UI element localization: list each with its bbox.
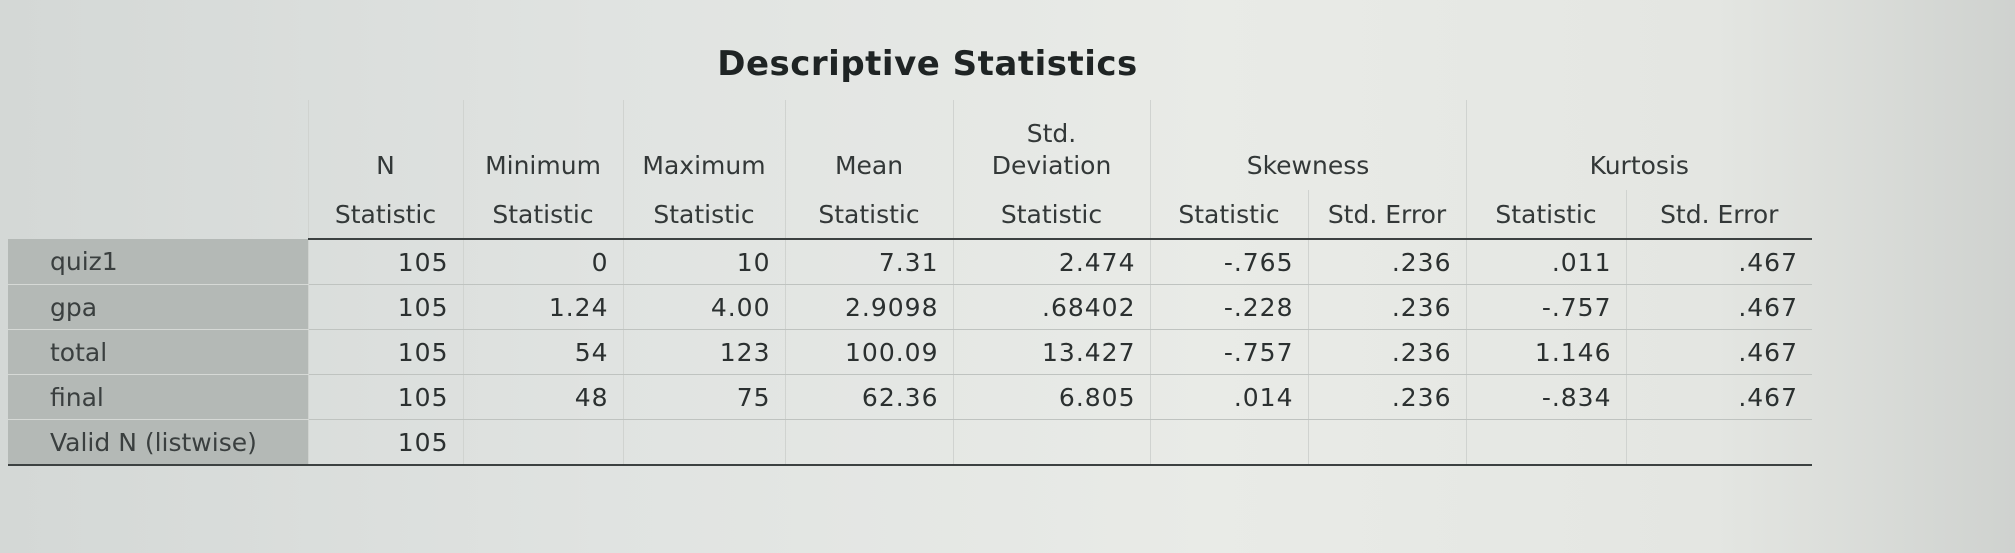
- table-cell: [952, 419, 1150, 466]
- table-cell: 7.31: [784, 239, 953, 285]
- subheader-statistic: Statistic: [1465, 190, 1626, 240]
- row-label: gpa: [8, 284, 308, 330]
- table-title: Descriptive Statistics: [717, 44, 1138, 84]
- table-cell: 13.427: [952, 329, 1150, 375]
- table-cell: [1149, 419, 1308, 466]
- table-cell: 0: [462, 239, 623, 285]
- header-maximum: Maximum: [622, 100, 785, 190]
- table-cell: 1.146: [1465, 329, 1626, 375]
- table-cell: .467: [1625, 284, 1812, 330]
- table-cell: 75: [622, 374, 785, 420]
- table-cell: 62.36: [784, 374, 953, 420]
- header-kurtosis: Kurtosis: [1465, 100, 1812, 190]
- subheader-std-error: Std. Error: [1307, 190, 1466, 240]
- row-label: final: [8, 374, 308, 420]
- table-cell: [1307, 419, 1466, 466]
- table-row: Valid N (listwise) 105: [8, 419, 1812, 466]
- table-cell: .236: [1307, 374, 1466, 420]
- table-cell: 1.24: [462, 284, 623, 330]
- table-cell: 48: [462, 374, 623, 420]
- table-cell: -.765: [1149, 239, 1308, 285]
- header-skewness: Skewness: [1149, 100, 1466, 190]
- subheader-corner: [8, 190, 308, 239]
- table-cell: 54: [462, 329, 623, 375]
- table-row: final 105 48 75 62.36 6.805 .014 .236 -.…: [8, 374, 1812, 420]
- table-cell: -.228: [1149, 284, 1308, 330]
- table-cell: [1625, 419, 1812, 466]
- header-mean: Mean: [784, 100, 953, 190]
- table-cell: .236: [1307, 329, 1466, 375]
- table-cell: [784, 419, 953, 466]
- table-cell: 100.09: [784, 329, 953, 375]
- table-row: gpa 105 1.24 4.00 2.9098 .68402 -.228 .2…: [8, 284, 1812, 330]
- table-cell: [462, 419, 623, 466]
- row-label: total: [8, 329, 308, 375]
- table-cell: 123: [622, 329, 785, 375]
- header-corner: [8, 100, 308, 190]
- table-cell: 10: [622, 239, 785, 285]
- table-cell: 105: [307, 329, 463, 375]
- row-label: quiz1: [8, 239, 308, 285]
- table-cell: .68402: [952, 284, 1150, 330]
- header-std-deviation: Std. Deviation: [952, 100, 1150, 190]
- descriptive-statistics-table: N Minimum Maximum Mean Std. Deviation Sk…: [8, 100, 1812, 466]
- table-cell: 105: [307, 239, 463, 285]
- row-label: Valid N (listwise): [8, 419, 308, 466]
- table-cell: 6.805: [952, 374, 1150, 420]
- subheader-statistic: Statistic: [622, 190, 785, 240]
- table-cell: .467: [1625, 329, 1812, 375]
- table-cell: 105: [307, 419, 463, 466]
- table-row: total 105 54 123 100.09 13.427 -.757 .23…: [8, 329, 1812, 375]
- table-cell: 2.474: [952, 239, 1150, 285]
- table-cell: -.757: [1149, 329, 1308, 375]
- subheader-statistic: Statistic: [784, 190, 953, 240]
- table-cell: .236: [1307, 239, 1466, 285]
- table-cell: .467: [1625, 374, 1812, 420]
- header-n: N: [307, 100, 463, 190]
- table-cell: -.757: [1465, 284, 1626, 330]
- table-cell: 105: [307, 284, 463, 330]
- table-cell: 105: [307, 374, 463, 420]
- subheader-statistic: Statistic: [462, 190, 623, 240]
- table-cell: .236: [1307, 284, 1466, 330]
- table-cell: 4.00: [622, 284, 785, 330]
- table-cell: 2.9098: [784, 284, 953, 330]
- table-cell: .467: [1625, 239, 1812, 285]
- subheader-std-error: Std. Error: [1625, 190, 1812, 240]
- table-cell: [622, 419, 785, 466]
- subheader-statistic: Statistic: [1149, 190, 1308, 240]
- table-cell: -.834: [1465, 374, 1626, 420]
- header-minimum: Minimum: [462, 100, 623, 190]
- table-cell: [1465, 419, 1626, 466]
- table-cell: .011: [1465, 239, 1626, 285]
- subheader-statistic: Statistic: [952, 190, 1150, 240]
- table-row: quiz1 105 0 10 7.31 2.474 -.765 .236 .01…: [8, 239, 1812, 285]
- table-cell: .014: [1149, 374, 1308, 420]
- subheader-statistic: Statistic: [307, 190, 463, 240]
